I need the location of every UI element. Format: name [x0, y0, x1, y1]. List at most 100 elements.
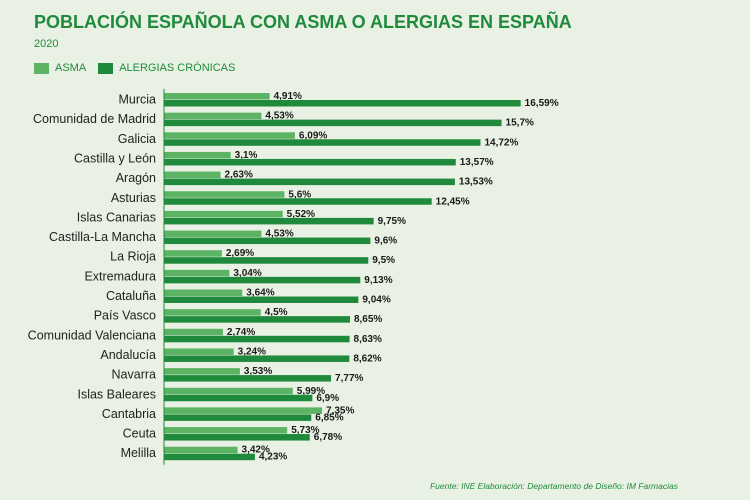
category-label-ceuta: Ceuta	[123, 427, 156, 441]
alergias-value-la-rioja: 9,5%	[372, 255, 395, 266]
alergias-value-asturias: 12,45%	[436, 196, 470, 207]
asma-value-islas-baleares: 5,99%	[297, 386, 325, 397]
alergias-bar-cataluna	[164, 296, 359, 303]
category-label-cataluna: Cataluña	[106, 289, 156, 303]
asma-bar-comunidad-de-madrid	[164, 112, 262, 120]
category-label-asturias: Asturias	[111, 191, 156, 205]
asma-bar-comunidad-valenciana	[164, 328, 223, 336]
asma-bar-andalucia	[164, 348, 234, 355]
asma-bar-murcia	[164, 93, 270, 100]
alergias-bar-la-rioja	[164, 257, 369, 264]
asma-bar-melilla	[164, 446, 238, 454]
alergias-value-castilla-y-leon: 13,57%	[460, 157, 494, 168]
alergias-bar-pais-vasco	[164, 316, 350, 323]
asma-bar-aragon	[164, 171, 221, 179]
asma-value-comunidad-valenciana: 2,74%	[227, 327, 255, 338]
alergias-bar-castilla-y-leon	[164, 158, 456, 166]
asma-bar-galicia	[164, 132, 295, 139]
chart-subtitle: 2020	[34, 38, 59, 50]
alergias-value-cantabria: 6,85%	[315, 412, 343, 423]
asma-value-galicia: 6,09%	[299, 130, 327, 141]
asma-value-andalucia: 3,24%	[238, 346, 266, 357]
asma-bar-cantabria	[164, 407, 323, 414]
asma-value-castilla-la-mancha: 4,53%	[265, 229, 293, 240]
alergias-bar-islas-baleares	[164, 394, 313, 402]
alergias-bar-navarra	[164, 375, 332, 382]
category-label-cantabria: Cantabria	[102, 407, 156, 421]
legend-swatch-asma	[34, 62, 49, 74]
asma-bar-ceuta	[164, 427, 288, 434]
alergias-bar-ceuta	[164, 434, 310, 441]
alergias-value-murcia: 16,59%	[525, 98, 559, 109]
asma-value-pais-vasco: 4,5%	[265, 307, 288, 318]
asma-value-ceuta: 5,73%	[291, 425, 319, 436]
category-label-castilla-y-leon: Castilla y León	[74, 151, 156, 165]
category-label-melilla: Melilla	[121, 446, 156, 460]
legend-label-alergias: ALERGIAS CRÓNICAS	[119, 62, 236, 74]
alergias-bar-melilla	[164, 453, 255, 461]
category-label-galicia: Galicia	[118, 132, 156, 146]
alergias-value-navarra: 7,77%	[335, 373, 363, 384]
alergias-value-galicia: 14,72%	[484, 137, 518, 148]
asma-bar-islas-baleares	[164, 387, 293, 395]
alergias-bar-murcia	[164, 100, 521, 107]
alergias-value-aragon: 13,53%	[459, 177, 493, 188]
category-label-comunidad-valenciana: Comunidad Valenciana	[28, 328, 156, 342]
alergias-value-castilla-la-mancha: 9,6%	[374, 236, 397, 247]
category-label-extremadura: Extremadura	[84, 269, 156, 283]
asma-value-asturias: 5,6%	[288, 189, 311, 200]
asma-bar-islas-canarias	[164, 210, 283, 218]
alergias-value-ceuta: 6,78%	[314, 432, 342, 443]
category-label-andalucia: Andalucía	[100, 348, 156, 362]
asma-bar-castilla-la-mancha	[164, 230, 262, 238]
alergias-bar-extremadura	[164, 276, 361, 284]
asma-value-comunidad-de-madrid: 4,53%	[265, 111, 293, 122]
legend: ASMA ALERGIAS CRÓNICAS	[34, 62, 241, 74]
asma-value-islas-canarias: 5,52%	[287, 209, 315, 220]
legend-label-asma: ASMA	[55, 62, 87, 74]
asma-value-melilla: 3,42%	[242, 445, 270, 456]
asma-bar-la-rioja	[164, 250, 222, 257]
alergias-value-islas-baleares: 6,9%	[316, 393, 339, 404]
alergias-bar-comunidad-de-madrid	[164, 119, 502, 127]
category-label-murcia: Murcia	[118, 93, 156, 107]
alergias-value-extremadura: 9,13%	[364, 275, 392, 286]
alergias-bar-asturias	[164, 198, 432, 205]
category-label-comunidad-de-madrid: Comunidad de Madrid	[33, 112, 156, 126]
asma-value-aragon: 2,63%	[225, 170, 253, 181]
asma-value-la-rioja: 2,69%	[226, 248, 254, 259]
asma-value-extremadura: 3,04%	[233, 268, 261, 279]
alergias-bar-islas-canarias	[164, 217, 374, 225]
legend-swatch-alergias	[98, 62, 114, 74]
asma-value-cantabria: 7,35%	[326, 405, 354, 416]
alergias-value-comunidad-de-madrid: 15,7%	[506, 118, 534, 129]
category-label-islas-canarias: Islas Canarias	[77, 210, 156, 224]
alergias-value-cataluna: 9,04%	[362, 295, 390, 306]
alergias-bar-galicia	[164, 139, 481, 146]
asma-value-murcia: 4,91%	[274, 91, 302, 102]
category-label-la-rioja: La Rioja	[110, 250, 156, 264]
asma-bar-castilla-y-leon	[164, 151, 231, 159]
asma-bar-extremadura	[164, 269, 230, 277]
source-note: Fuente: INE Elaboración: Departamento de…	[429, 481, 678, 491]
asma-value-castilla-y-leon: 3,1%	[235, 150, 258, 161]
alergias-value-comunidad-valenciana: 8,63%	[354, 334, 382, 345]
alergias-value-melilla: 4,23%	[259, 452, 287, 463]
asma-bar-cataluna	[164, 289, 243, 296]
asma-bar-navarra	[164, 368, 240, 375]
asma-bar-asturias	[164, 191, 285, 198]
category-label-islas-baleares: Islas Baleares	[77, 387, 156, 401]
asma-value-cataluna: 3,64%	[246, 288, 274, 299]
alergias-value-pais-vasco: 8,65%	[354, 314, 382, 325]
alergias-value-islas-canarias: 9,75%	[378, 216, 406, 227]
alergias-bar-aragon	[164, 178, 455, 186]
alergias-bar-andalucia	[164, 355, 350, 362]
asma-bar-pais-vasco	[164, 309, 261, 316]
category-label-pais-vasco: País Vasco	[94, 309, 156, 323]
alergias-bar-cantabria	[164, 414, 312, 421]
category-label-navarra: Navarra	[112, 368, 157, 382]
alergias-bar-castilla-la-mancha	[164, 237, 371, 245]
category-label-castilla-la-mancha: Castilla-La Mancha	[49, 230, 156, 244]
category-label-aragon: Aragón	[116, 171, 156, 185]
